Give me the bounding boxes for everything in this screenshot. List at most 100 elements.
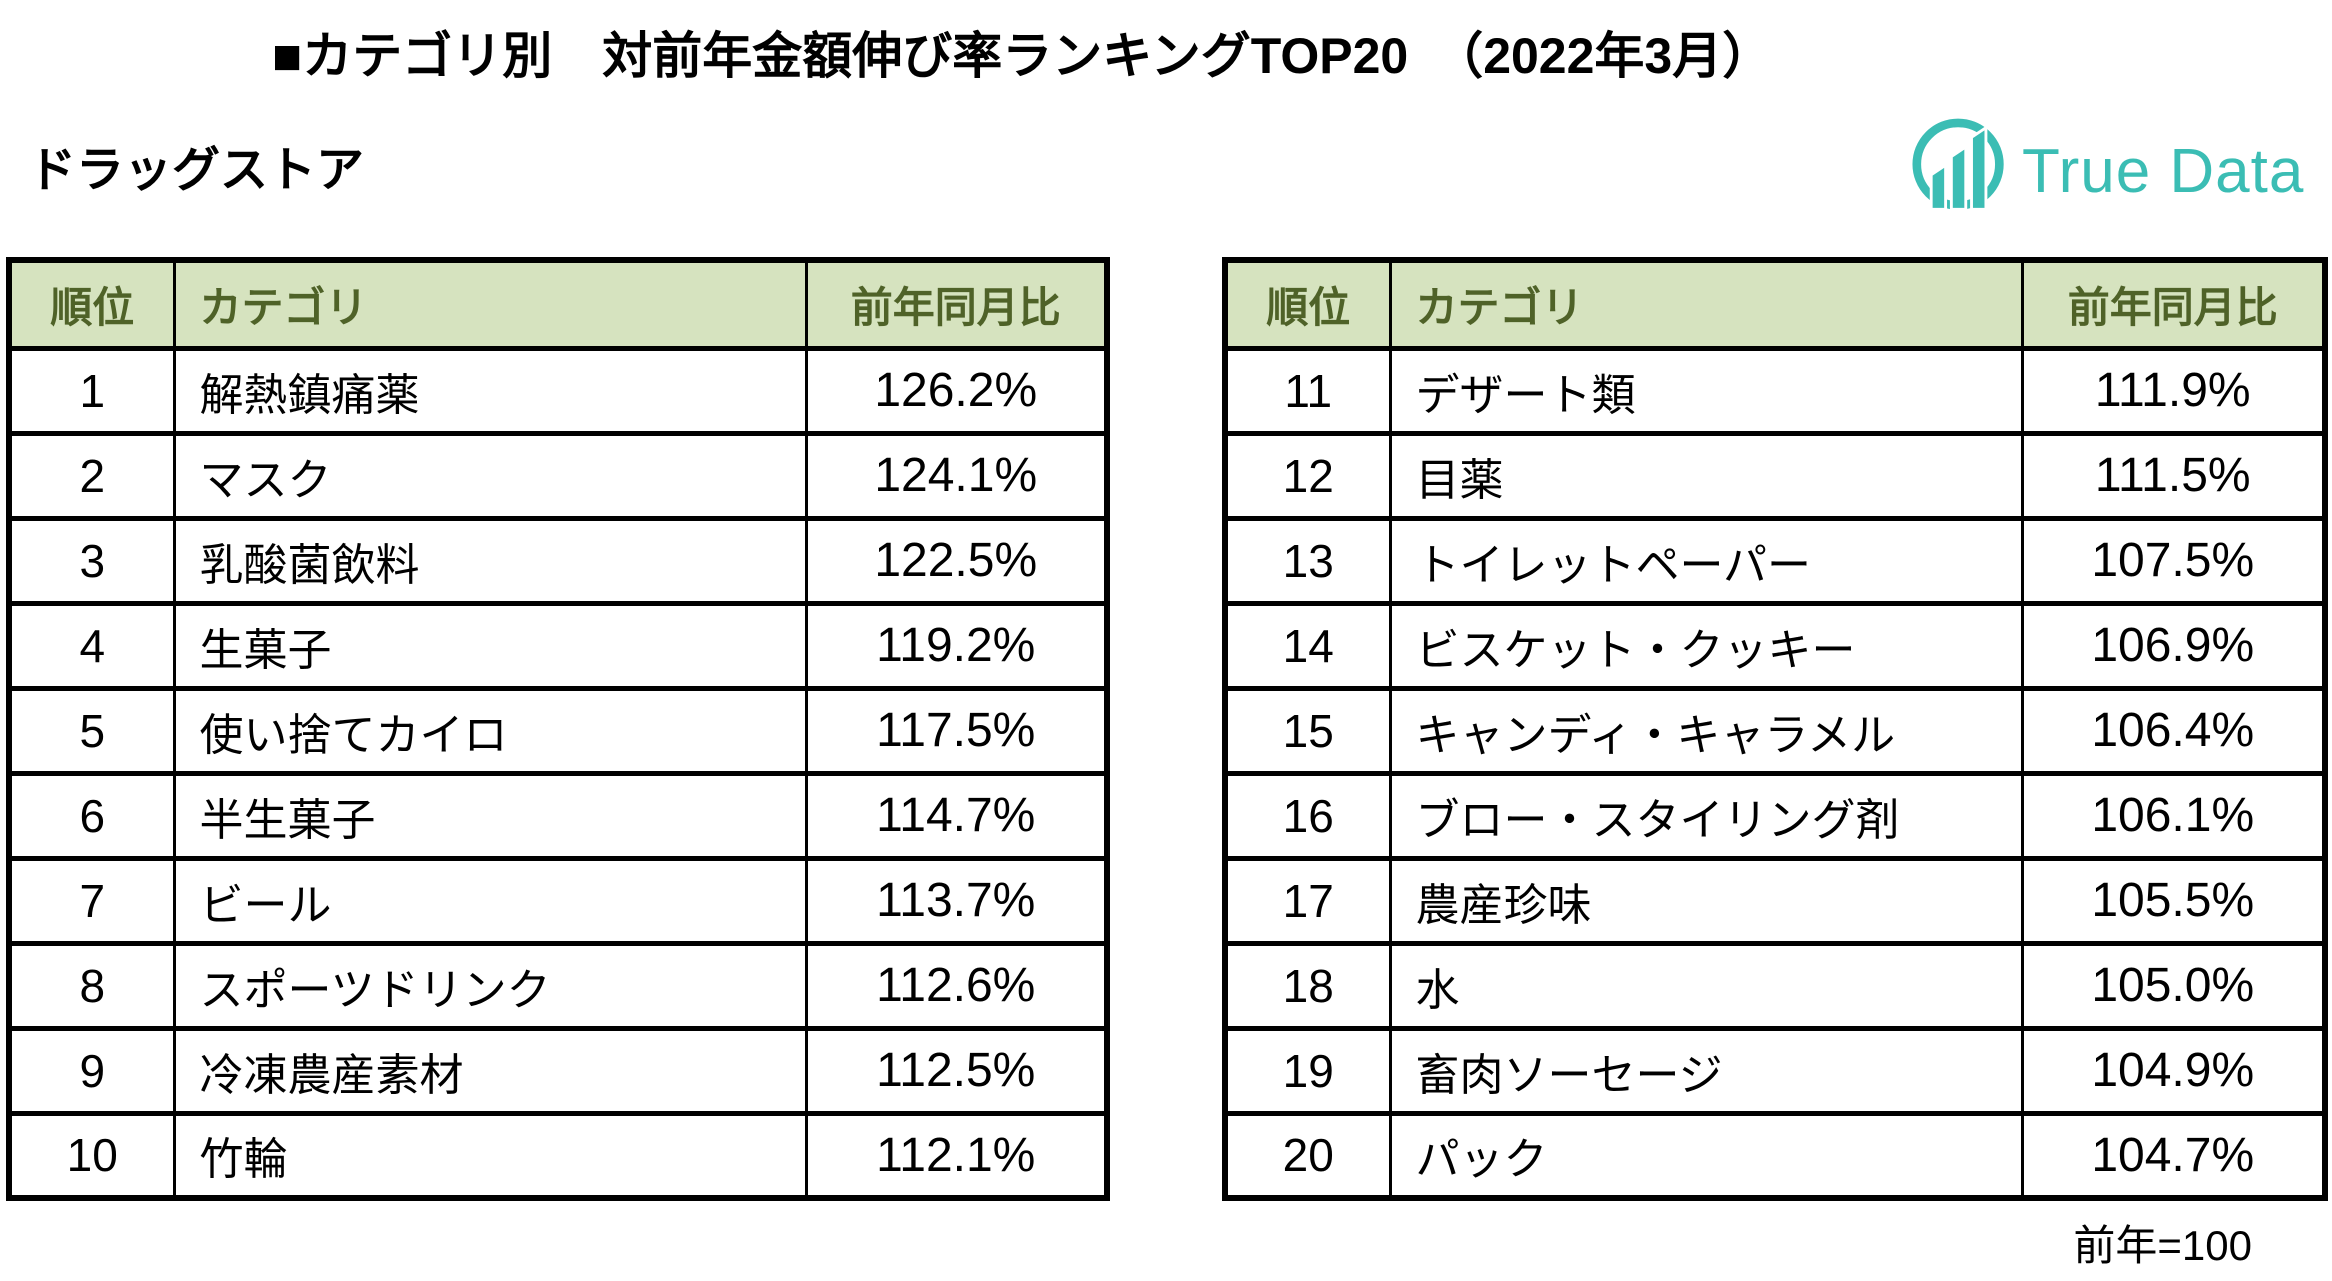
cell-category: 生菓子 — [172, 600, 808, 691]
cell-value: 104.7% — [2020, 1110, 2327, 1201]
cell-category: 乳酸菌飲料 — [172, 515, 808, 606]
table-row: 5 使い捨てカイロ 117.5% — [7, 685, 1109, 776]
header-row: 順位 カテゴリ 前年同月比 — [7, 257, 1109, 351]
cell-value: 119.2% — [804, 600, 1109, 691]
cell-value: 106.1% — [2020, 770, 2327, 861]
cell-category: スポーツドリンク — [172, 940, 808, 1031]
cell-value: 126.2% — [804, 345, 1109, 436]
cell-category: 農産珍味 — [1388, 855, 2024, 946]
cell-category: 半生菓子 — [172, 770, 808, 861]
table-body: 1 解熱鎮痛薬 126.2% 2 マスク 124.1% 3 乳酸菌飲料 122.5% 4 生菓子 11… — [7, 345, 1109, 1201]
cell-rank: 18 — [1223, 940, 1392, 1031]
cell-rank: 6 — [7, 770, 176, 861]
cell-category: ブロー・スタイリング剤 — [1388, 770, 2024, 861]
cell-category: 竹輪 — [172, 1110, 808, 1201]
table-header: 順位 カテゴリ 前年同月比 — [1223, 257, 2327, 351]
cell-category: 水 — [1388, 940, 2024, 1031]
cell-value: 124.1% — [804, 430, 1109, 521]
cell-rank: 3 — [7, 515, 176, 606]
table-body: 11 デザート類 111.9% 12 目薬 111.5% 13 トイレットペーパー 107.5%… — [1223, 345, 2327, 1201]
cell-category: 畜肉ソーセージ — [1388, 1025, 2024, 1116]
cell-value: 114.7% — [804, 770, 1109, 861]
table-row: 12 目薬 111.5% — [1223, 430, 2327, 521]
cell-value: 111.5% — [2020, 430, 2327, 521]
cell-value: 112.6% — [804, 940, 1109, 1031]
table-row: 18 水 105.0% — [1223, 940, 2327, 1031]
table-row: 17 農産珍味 105.5% — [1223, 855, 2327, 946]
cell-value: 113.7% — [804, 855, 1109, 946]
cell-rank: 17 — [1223, 855, 1392, 946]
table-row: 4 生菓子 119.2% — [7, 600, 1109, 691]
cell-category: 目薬 — [1388, 430, 2024, 521]
cell-value: 122.5% — [804, 515, 1109, 606]
table-row: 11 デザート類 111.9% — [1223, 345, 2327, 436]
cell-value: 112.1% — [804, 1110, 1109, 1201]
cell-category: ビール — [172, 855, 808, 946]
header-value: 前年同月比 — [804, 257, 1109, 351]
cell-category: 冷凍農産素材 — [172, 1025, 808, 1116]
cell-category: パック — [1388, 1110, 2024, 1201]
cell-rank: 8 — [7, 940, 176, 1031]
ranking-table-1-10: 順位 カテゴリ 前年同月比 1 解熱鎮痛薬 126.2% 2 マスク 124.1% 3 乳酸菌… — [6, 257, 1110, 1201]
cell-rank: 11 — [1223, 345, 1392, 436]
ranking-table-11-20: 順位 カテゴリ 前年同月比 11 デザート類 111.9% 12 目薬 111.5% 13 ト… — [1222, 257, 2328, 1201]
cell-category: 使い捨てカイロ — [172, 685, 808, 776]
table-row: 15 キャンディ・キャラメル 106.4% — [1223, 685, 2327, 776]
table-row: 9 冷凍農産素材 112.5% — [7, 1025, 1109, 1116]
cell-value: 105.0% — [2020, 940, 2327, 1031]
header-category: カテゴリ — [1388, 257, 2024, 351]
cell-category: トイレットペーパー — [1388, 515, 2024, 606]
cell-rank: 13 — [1223, 515, 1392, 606]
cell-value: 117.5% — [804, 685, 1109, 776]
header-row: 順位 カテゴリ 前年同月比 — [1223, 257, 2327, 351]
cell-rank: 7 — [7, 855, 176, 946]
table-header: 順位 カテゴリ 前年同月比 — [7, 257, 1109, 351]
cell-value: 112.5% — [804, 1025, 1109, 1116]
cell-value: 107.5% — [2020, 515, 2327, 606]
cell-category: 解熱鎮痛薬 — [172, 345, 808, 436]
table-row: 20 パック 104.7% — [1223, 1110, 2327, 1201]
table-row: 3 乳酸菌飲料 122.5% — [7, 515, 1109, 606]
cell-rank: 10 — [7, 1110, 176, 1201]
page-title: ■カテゴリ別 対前年金額伸び率ランキングTOP20 （2022年3月） — [272, 28, 1773, 84]
header-value: 前年同月比 — [2020, 257, 2327, 351]
table-row: 8 スポーツドリンク 112.6% — [7, 940, 1109, 1031]
baseline-note: 前年=100 — [2073, 1222, 2252, 1269]
cell-rank: 15 — [1223, 685, 1392, 776]
cell-rank: 14 — [1223, 600, 1392, 691]
table-row: 2 マスク 124.1% — [7, 430, 1109, 521]
bar-chart-circle-icon — [1912, 116, 2008, 227]
cell-category: キャンディ・キャラメル — [1388, 685, 2024, 776]
cell-category: ビスケット・クッキー — [1388, 600, 2024, 691]
cell-rank: 9 — [7, 1025, 176, 1116]
cell-rank: 1 — [7, 345, 176, 436]
table-row: 7 ビール 113.7% — [7, 855, 1109, 946]
cell-rank: 20 — [1223, 1110, 1392, 1201]
true-data-logo: True Data — [1912, 116, 2304, 227]
cell-value: 106.9% — [2020, 600, 2327, 691]
header-rank: 順位 — [7, 257, 176, 351]
header-category: カテゴリ — [172, 257, 808, 351]
cell-rank: 5 — [7, 685, 176, 776]
cell-rank: 4 — [7, 600, 176, 691]
header-rank: 順位 — [1223, 257, 1392, 351]
cell-value: 111.9% — [2020, 345, 2327, 436]
cell-rank: 2 — [7, 430, 176, 521]
table-row: 10 竹輪 112.1% — [7, 1110, 1109, 1201]
cell-value: 104.9% — [2020, 1025, 2327, 1116]
cell-category: デザート類 — [1388, 345, 2024, 436]
table-row: 1 解熱鎮痛薬 126.2% — [7, 345, 1109, 436]
table-row: 13 トイレットペーパー 107.5% — [1223, 515, 2327, 606]
cell-value: 106.4% — [2020, 685, 2327, 776]
true-data-logo-text: True Data — [2022, 136, 2305, 206]
store-type-label: ドラッグストア — [28, 144, 365, 197]
cell-rank: 19 — [1223, 1025, 1392, 1116]
table-row: 6 半生菓子 114.7% — [7, 770, 1109, 861]
cell-category: マスク — [172, 430, 808, 521]
cell-value: 105.5% — [2020, 855, 2327, 946]
cell-rank: 12 — [1223, 430, 1392, 521]
table-row: 14 ビスケット・クッキー 106.9% — [1223, 600, 2327, 691]
cell-rank: 16 — [1223, 770, 1392, 861]
table-row: 19 畜肉ソーセージ 104.9% — [1223, 1025, 2327, 1116]
